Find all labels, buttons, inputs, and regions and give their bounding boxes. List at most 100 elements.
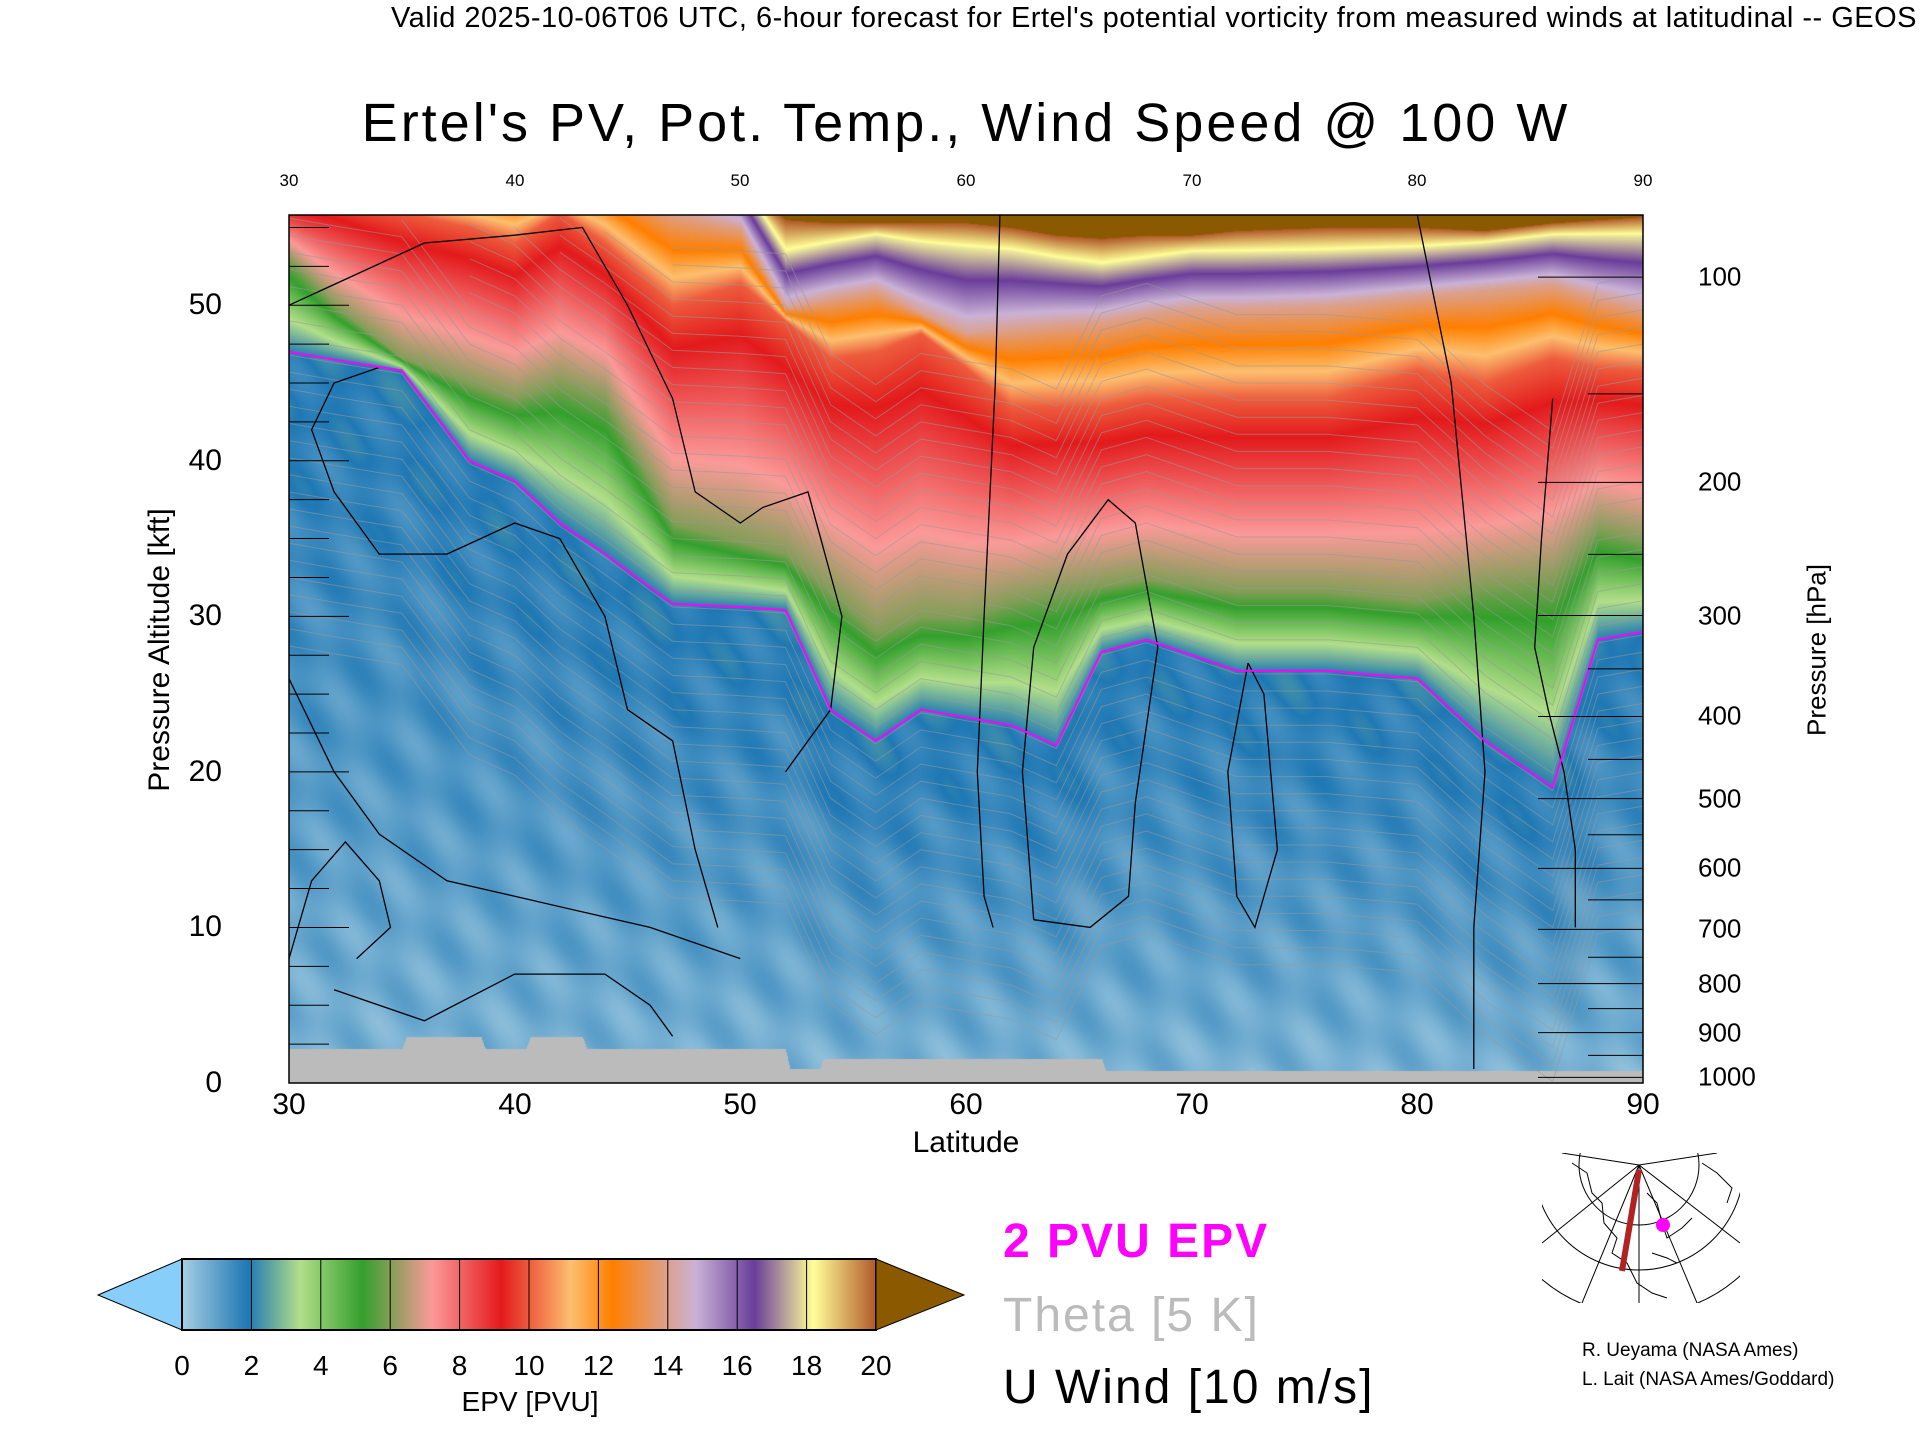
y2-tick-label: 200 xyxy=(1698,466,1742,497)
theta-contour xyxy=(288,217,1644,655)
y-tick-label: 40 xyxy=(188,443,222,477)
legend-2pvu: 2 PVU EPV xyxy=(1003,1215,1270,1268)
theta-contour xyxy=(559,251,1644,518)
theta-contour xyxy=(288,508,1644,946)
top-tick-label: 40 xyxy=(505,171,525,190)
theta-contour xyxy=(288,251,1644,689)
plot-frame xyxy=(288,214,1644,1084)
y-tick-label: 10 xyxy=(188,910,222,944)
x-tick-label: 50 xyxy=(723,1088,757,1121)
y2-tick-label: 800 xyxy=(1698,968,1742,999)
colorbar-label: EPV [PVU] xyxy=(461,1386,599,1417)
x-tick-label: 80 xyxy=(1400,1088,1434,1121)
coastline xyxy=(1571,1162,1733,1299)
pvu-2-contour xyxy=(288,350,1644,789)
plot-area xyxy=(288,214,1644,1084)
colorbar-tick-label: 20 xyxy=(860,1350,892,1381)
u-wind-contour xyxy=(976,214,1001,928)
x-tick-label: 70 xyxy=(1175,1088,1209,1121)
theta-contour xyxy=(288,440,1644,877)
theta-contour xyxy=(288,405,1644,843)
theta-contour xyxy=(514,227,1644,535)
theta-contour xyxy=(672,247,1644,432)
y2-tick-label: 600 xyxy=(1698,852,1742,883)
theta-contour xyxy=(469,292,1644,621)
y2-tick-label: 900 xyxy=(1698,1017,1742,1048)
theta-contour xyxy=(288,354,1644,792)
theta-contour xyxy=(288,422,1644,860)
y2-axis-label: Pressure [hPa] xyxy=(1801,564,1832,736)
locator-map xyxy=(1542,1153,1740,1303)
theta-contour xyxy=(288,594,1644,1031)
colorbar-tick-label: 6 xyxy=(382,1350,398,1381)
x-tick-label: 90 xyxy=(1626,1088,1660,1121)
top-tick-label: 70 xyxy=(1182,171,1202,190)
y-tick-label: 0 xyxy=(205,1066,222,1099)
theta-contour xyxy=(288,491,1644,929)
x-tick-label: 40 xyxy=(498,1088,532,1121)
colorbar-tick-label: 10 xyxy=(513,1350,545,1381)
top-tick-label: 30 xyxy=(279,171,299,190)
theta-contour xyxy=(288,576,1644,1014)
u-wind-contour xyxy=(1416,214,1486,1069)
u-wind-contour xyxy=(1227,662,1279,930)
theta-contour xyxy=(288,542,1644,980)
colorbar-tick-label: 16 xyxy=(721,1350,753,1381)
u-wind-contour xyxy=(1021,498,1159,929)
theta-contour xyxy=(401,219,1644,638)
u-wind-contour xyxy=(333,973,674,1037)
top-tick-label: 90 xyxy=(1633,171,1653,190)
theta-contour xyxy=(288,559,1644,997)
y-tick-label: 30 xyxy=(188,599,222,633)
colorbar-tick-label: 0 xyxy=(174,1350,190,1381)
colorbar-tick-label: 2 xyxy=(243,1350,260,1381)
theta-contour xyxy=(288,525,1644,963)
colorbar-tick-label: 14 xyxy=(652,1350,684,1381)
x-tick-label: 60 xyxy=(949,1088,983,1121)
meridian-lines xyxy=(1542,1153,1740,1303)
u-wind-contour xyxy=(1534,398,1576,928)
u-wind-contour xyxy=(288,226,843,773)
theta-contour xyxy=(288,234,1644,672)
u-wind-contour xyxy=(310,366,719,928)
theta-contour xyxy=(604,231,1644,467)
theta-contour xyxy=(469,275,1644,604)
y2-tick-label: 300 xyxy=(1698,600,1742,630)
contour-overlay xyxy=(288,214,1644,1084)
y-tick-label: 20 xyxy=(188,754,222,788)
theta-contour xyxy=(288,457,1644,894)
y2-tick-label: 400 xyxy=(1698,700,1742,731)
theta-contour xyxy=(288,371,1644,809)
credit-line: R. Ueyama (NASA Ames) xyxy=(1582,1340,1799,1361)
theta-contour xyxy=(559,217,1644,484)
theta-contour xyxy=(288,286,1644,723)
u-wind-contour xyxy=(288,840,392,960)
theta-contour xyxy=(288,611,1644,1048)
theta-contour xyxy=(288,303,1644,740)
y-tick-label: 50 xyxy=(188,288,222,322)
theta-contour xyxy=(672,264,1644,450)
colorbar-tick-label: 4 xyxy=(313,1350,329,1381)
credit-line: L. Lait (NASA Ames/Goddard) xyxy=(1582,1369,1835,1390)
theta-contour xyxy=(288,268,1644,706)
theta-contour xyxy=(288,645,1644,1083)
y2-tick-label: 700 xyxy=(1698,913,1742,944)
theta-contour xyxy=(469,258,1644,586)
theta-contour xyxy=(559,234,1644,501)
chart-title: Ertel's PV, Pot. Temp., Wind Speed @ 100… xyxy=(361,93,1571,153)
u-wind-contour xyxy=(288,678,741,960)
y2-tick-label: 1000 xyxy=(1698,1061,1756,1092)
theta-contour xyxy=(469,240,1644,569)
colorbar-tick-label: 18 xyxy=(791,1350,823,1381)
y2-tick-label: 500 xyxy=(1698,783,1742,814)
y2-tick-label: 100 xyxy=(1698,261,1742,292)
theta-contour xyxy=(288,337,1644,775)
x-axis-label: Latitude xyxy=(912,1126,1020,1159)
top-tick-label: 60 xyxy=(956,171,976,190)
legend-u-wind: U Wind [10 m/s] xyxy=(1003,1361,1375,1414)
colorbar-tick-label: 12 xyxy=(582,1350,614,1381)
colorbar-under-arrow xyxy=(96,1258,183,1331)
colorbar-over-arrow xyxy=(875,1258,966,1331)
x-tick-label: 30 xyxy=(272,1088,306,1121)
colorbar-tick-label: 8 xyxy=(451,1350,468,1381)
